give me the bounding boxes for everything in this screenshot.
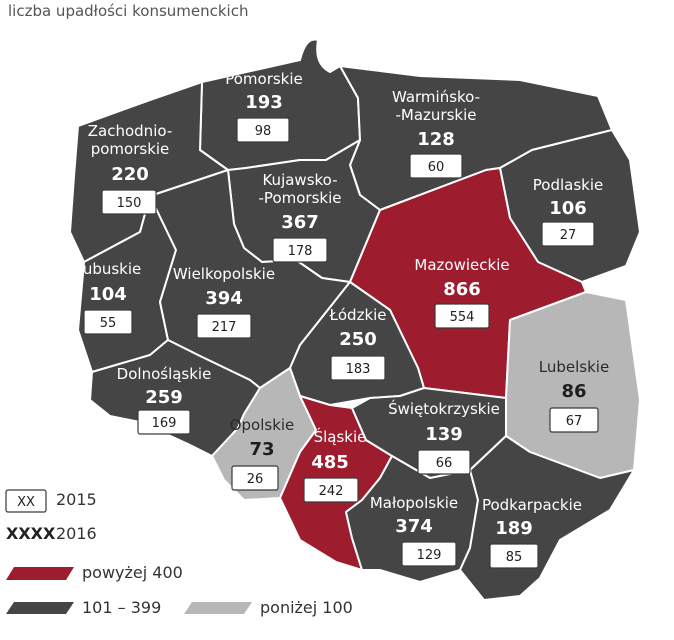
label-lubuskie: Lubuskie 104 55 [75, 260, 142, 335]
label-mazowieckie: Mazowieckie 866 554 [414, 256, 510, 329]
value-2015: 55 [100, 316, 117, 331]
legend: XX [5, 489, 252, 614]
value-2016: 86 [561, 381, 586, 402]
region-name: Zachodnio- [88, 122, 172, 140]
legend-swatch-mid [6, 602, 74, 614]
value-2015: 150 [117, 196, 142, 211]
value-2015: 217 [212, 320, 237, 335]
label-opolskie: Opolskie 73 26 [230, 416, 295, 491]
value-2016: 374 [395, 516, 433, 537]
value-2015: 129 [417, 548, 442, 563]
region-name: Wielkopolskie [173, 265, 275, 283]
legend-mid-label: 101 – 399 [82, 598, 162, 617]
label-wielkopolskie: Wielkopolskie 394 217 [173, 265, 275, 339]
region-name: Łódzkie [328, 306, 386, 324]
legend-2016-label: 2016 [56, 524, 97, 543]
label-lubelskie: Lubelskie 86 67 [539, 358, 609, 433]
label-malopolskie: Małopolskie 374 129 [370, 494, 458, 567]
label-lodzkie: Łódzkie 250 183 [328, 306, 387, 381]
label-slaskie: Śląskie 485 242 [303, 427, 367, 503]
label-pomorskie: Pomorskie 193 98 [225, 70, 303, 143]
region-name: pomorskie [91, 140, 170, 158]
legend-2016-sample: XXXX [6, 524, 56, 543]
region-name: -Mazurskie [396, 106, 477, 124]
region-name: Małopolskie [370, 494, 458, 512]
value-2016: 73 [249, 439, 274, 460]
region-name: Lubelskie [539, 358, 609, 376]
value-2015: 178 [288, 244, 313, 259]
value-2015: 554 [450, 310, 475, 325]
label-zachodniopomorskie: Zachodnio- pomorskie 220 150 [88, 122, 172, 215]
region-name: Kujawsko- [262, 171, 337, 189]
legend-high-label: powyżej 400 [82, 563, 183, 582]
value-2016: 106 [549, 198, 587, 219]
legend-2015-label: 2015 [56, 490, 97, 509]
legend-swatch-high [6, 567, 74, 580]
value-2016: 394 [205, 288, 243, 309]
region-name: Świętokrzyskie [388, 399, 500, 418]
value-2015: 26 [247, 472, 264, 487]
value-2015: 183 [346, 362, 371, 377]
region-name: Lubuskie [75, 260, 142, 278]
region-name: Podkarpackie [482, 496, 582, 514]
region-name: Opolskie [230, 416, 295, 434]
label-warminsko-mazurskie: Warmińsko- -Mazurskie 128 60 [392, 88, 480, 179]
value-2015: 85 [506, 550, 523, 565]
value-2016: 139 [425, 424, 463, 445]
value-2015: 27 [560, 228, 577, 243]
region-name: Śląskie [314, 427, 367, 446]
value-2016: 189 [495, 518, 533, 539]
value-2015: 242 [319, 484, 344, 499]
label-dolnoslaskie: Dolnośląskie 259 169 [117, 365, 212, 435]
legend-swatch-low [184, 602, 252, 614]
value-2016: 104 [89, 284, 127, 305]
value-2016: 250 [339, 329, 377, 350]
legend-box-sample [5, 489, 47, 513]
value-2015: 67 [566, 414, 583, 429]
value-2016: 367 [281, 212, 319, 233]
value-2015: 66 [436, 456, 453, 471]
region-name: -Pomorskie [259, 189, 342, 207]
value-2016: 259 [145, 387, 183, 408]
label-swietokrzyskie: Świętokrzyskie 139 66 [388, 399, 500, 475]
region-name: Warmińsko- [392, 88, 480, 106]
legend-box-sample-text: XX [17, 495, 35, 510]
legend-low-label: poniżej 100 [260, 598, 353, 617]
value-2015: 60 [428, 160, 445, 175]
value-2016: 220 [111, 164, 149, 185]
value-2015: 169 [152, 416, 177, 431]
value-2016: 485 [311, 452, 349, 473]
value-2016: 193 [245, 92, 283, 113]
label-podlaskie: Podlaskie 106 27 [533, 176, 603, 247]
value-2016: 128 [417, 129, 455, 150]
value-2015: 98 [255, 124, 272, 139]
label-kujawsko-pomorskie: Kujawsko- -Pomorskie 367 178 [259, 171, 342, 263]
value-2016: 866 [443, 279, 481, 300]
region-name: Podlaskie [533, 176, 603, 194]
map-title: liczba upadłości konsumenckich [8, 2, 249, 20]
region-name: Mazowieckie [414, 256, 509, 274]
region-name: Dolnośląskie [117, 365, 212, 383]
region-name: Pomorskie [225, 70, 303, 88]
label-podkarpackie: Podkarpackie 189 85 [482, 496, 582, 569]
